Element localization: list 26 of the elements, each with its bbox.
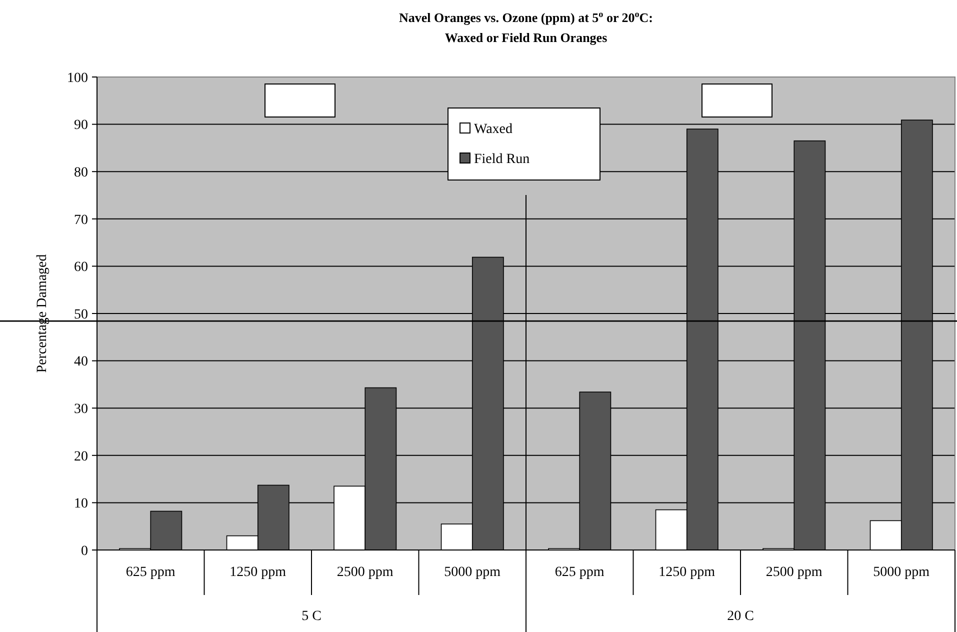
x-tick-label: 1250 ppm bbox=[230, 565, 286, 580]
x-tick-label: 625 ppm bbox=[126, 565, 176, 580]
x-tick-label: 2500 ppm bbox=[336, 565, 394, 580]
y-tick-label: 20 bbox=[74, 449, 88, 464]
y-tick-label: 80 bbox=[74, 166, 88, 180]
y-tick-label: 60 bbox=[74, 260, 88, 276]
x-tick-label: 5000 ppm bbox=[444, 565, 501, 580]
chart-subtitle: Waxed or Field Run Oranges bbox=[444, 30, 608, 45]
y-tick-label: 10 bbox=[74, 496, 88, 512]
x-tick-label: 2500 ppm bbox=[766, 565, 822, 580]
chart-title: Navel Oranges vs. Ozone (ppm) at 5$^{o}$ or 20$^{o}$C: bbox=[398, 9, 654, 25]
y-axis-title: Percentage Damaged bbox=[35, 254, 50, 373]
text: 20 C bbox=[727, 609, 754, 624]
y-tick-label: 40 bbox=[74, 354, 88, 370]
y-tick-label: 0 bbox=[81, 544, 88, 559]
legend-label: Field Run bbox=[474, 152, 530, 167]
x-tick-label: 625 ppm bbox=[554, 565, 604, 580]
y-tick-label: 90 bbox=[74, 118, 88, 134]
legend-label: Waxed bbox=[474, 122, 513, 137]
y-tick-label: 100 bbox=[67, 70, 88, 86]
x-tick-label: 1250 ppm bbox=[658, 565, 716, 580]
text: 5 C bbox=[302, 609, 322, 624]
y-tick-label: 50 bbox=[74, 307, 88, 322]
y-tick-label: 30 bbox=[74, 402, 88, 417]
y-tick-label: 70 bbox=[74, 212, 88, 228]
x-tick-label: 5000 ppm bbox=[873, 565, 930, 580]
